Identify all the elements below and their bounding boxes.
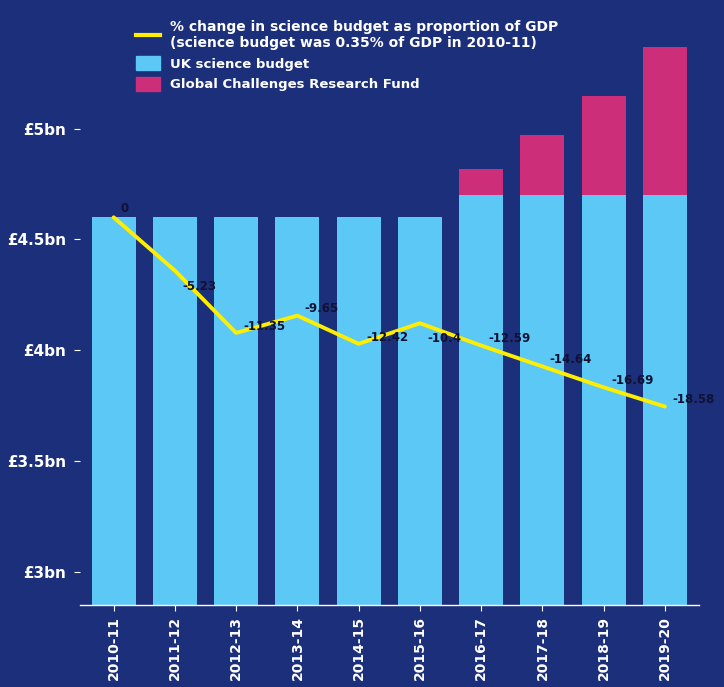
Bar — [337, 217, 381, 605]
Text: -16.69: -16.69 — [611, 374, 653, 387]
Text: -11.35: -11.35 — [243, 319, 285, 333]
Legend: % change in science budget as proportion of GDP
(science budget was 0.35% of GDP: % change in science budget as proportion… — [136, 19, 559, 91]
Text: -9.65: -9.65 — [305, 302, 339, 315]
Text: -12.59: -12.59 — [489, 333, 531, 346]
Text: -12.42: -12.42 — [366, 330, 408, 344]
Bar — [581, 95, 626, 195]
Bar — [521, 195, 565, 605]
Bar — [459, 168, 503, 195]
Bar — [275, 217, 319, 605]
Bar — [459, 195, 503, 605]
Bar — [92, 217, 135, 605]
Bar — [643, 195, 687, 605]
Text: -5.23: -5.23 — [182, 280, 216, 293]
Bar — [643, 47, 687, 195]
Text: -10.4: -10.4 — [427, 333, 461, 346]
Text: -14.64: -14.64 — [550, 353, 592, 366]
Bar — [581, 195, 626, 605]
Bar — [214, 217, 258, 605]
Bar — [521, 135, 565, 195]
Bar — [398, 217, 442, 605]
Text: -18.58: -18.58 — [672, 394, 715, 407]
Text: 0: 0 — [121, 202, 129, 215]
Bar — [153, 217, 197, 605]
